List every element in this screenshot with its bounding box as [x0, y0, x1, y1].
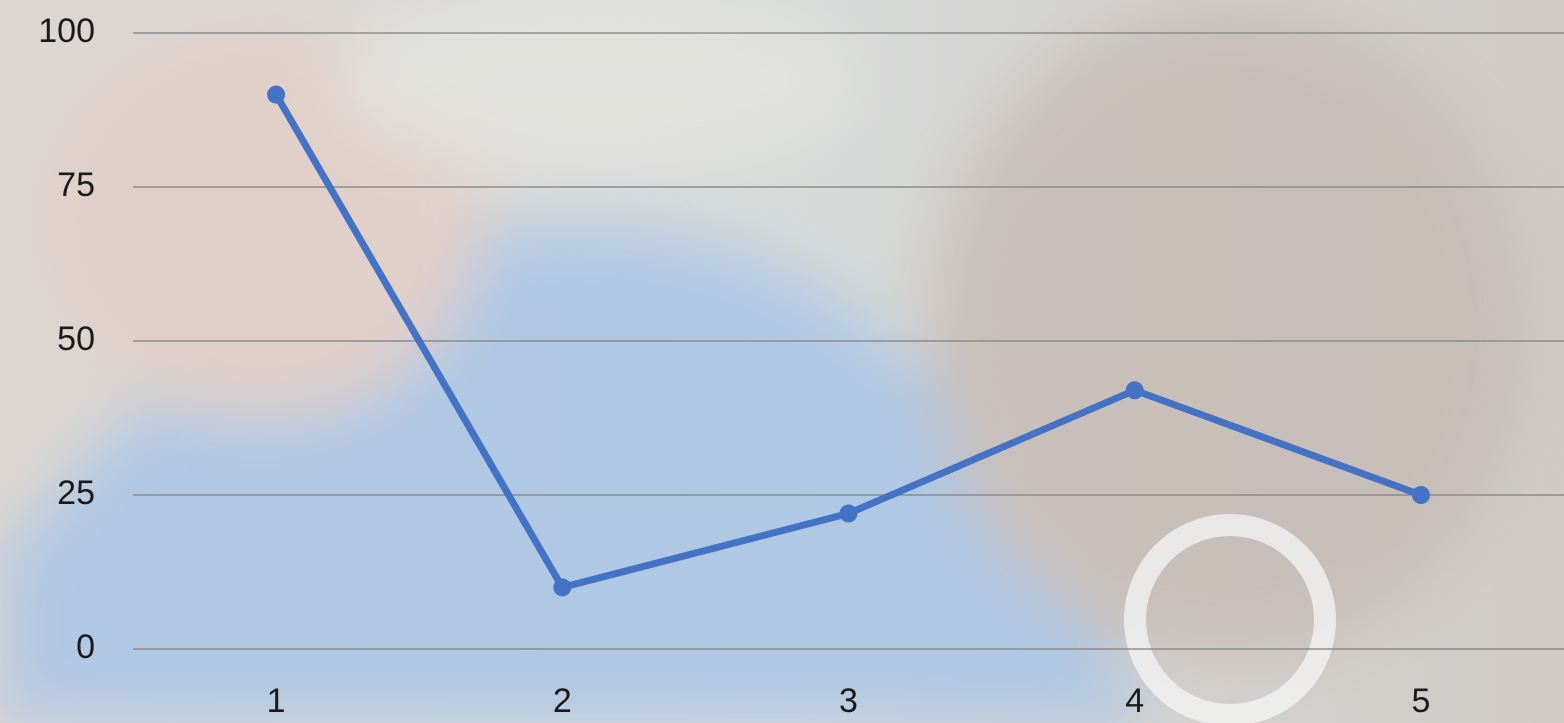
y-tick-label: 25: [57, 474, 95, 512]
data-point: [267, 85, 286, 104]
y-tick-label: 50: [57, 320, 95, 358]
x-tick-label: 2: [553, 682, 572, 720]
x-tick-label: 4: [1125, 682, 1144, 720]
data-point: [553, 578, 572, 597]
data-point: [839, 504, 858, 523]
y-tick-label: 100: [38, 12, 95, 50]
data-point: [1411, 486, 1430, 504]
x-tick-label: 1: [267, 682, 286, 720]
x-tick-label: 3: [839, 682, 858, 720]
data-point: [1125, 381, 1144, 400]
y-tick-label: 0: [76, 628, 95, 666]
x-tick-label: 5: [1411, 682, 1430, 720]
y-tick-label: 75: [57, 166, 95, 204]
